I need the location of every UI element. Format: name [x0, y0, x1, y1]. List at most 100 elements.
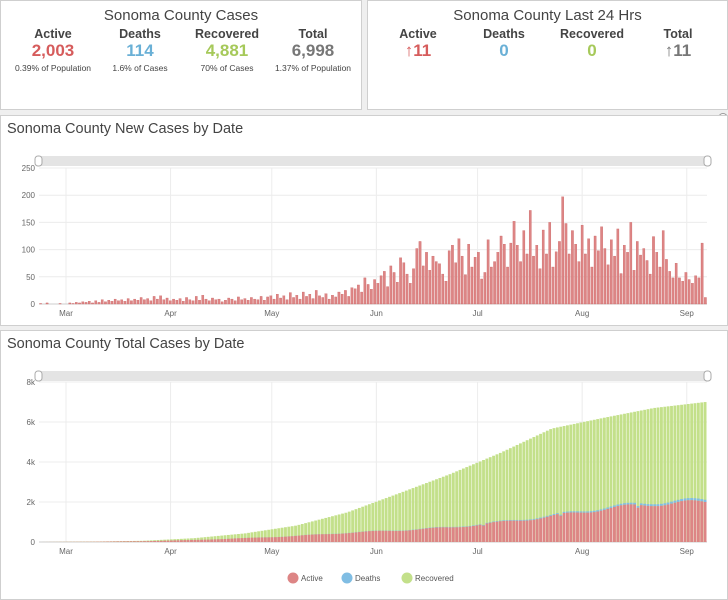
stat-total: Total 6,998 — [283, 27, 343, 60]
total-cases-bar-active — [233, 538, 237, 542]
total-cases-bar-active — [448, 527, 452, 542]
total-cases-bar-active — [519, 520, 522, 542]
stat-active: Active 2,003 — [23, 27, 83, 60]
new-cases-bar — [597, 250, 600, 305]
total-cases-bar-active — [270, 537, 274, 542]
new-cases-bar — [493, 261, 496, 305]
total-cases-bar-active — [398, 530, 402, 542]
total-cases-bar-recovered — [347, 511, 351, 542]
new-cases-bar — [694, 275, 697, 305]
total-cases-bar-active — [273, 537, 277, 542]
new-cases-bar — [162, 299, 166, 305]
new-cases-bar — [100, 299, 104, 305]
range-slider-handle-left[interactable] — [34, 370, 43, 382]
new-cases-bar — [123, 301, 127, 305]
last24-total-label: Total — [663, 27, 693, 41]
new-cases-bar — [136, 300, 140, 305]
new-cases-bar — [324, 293, 328, 305]
total-cases-y-tick: 2k — [27, 498, 36, 507]
new-cases-bar — [130, 300, 133, 305]
total-cases-bar-active — [166, 540, 170, 542]
total-cases-bar-deaths — [670, 501, 673, 504]
total-cases-bar-active — [468, 526, 472, 542]
total-cases-bar-deaths — [596, 510, 600, 512]
new-cases-bar — [509, 242, 513, 305]
total-cases-bar-active — [414, 529, 418, 542]
new-cases-bar — [538, 268, 542, 305]
new-cases-bar — [610, 239, 613, 305]
range-slider-handle-right[interactable] — [703, 370, 712, 382]
new-cases-bar — [165, 297, 169, 305]
total-cases-bar-recovered — [210, 536, 214, 542]
total-cases-bar-deaths — [696, 498, 700, 501]
new-cases-bar — [266, 296, 269, 305]
total-cases-bar-recovered — [394, 494, 398, 542]
total-cases-bar-recovered — [488, 457, 492, 542]
total-cases-chart: 0 2k 4k 6k 8k Mar Apr May Jun Jul Aug Sep Active Deat… — [27, 370, 712, 584]
last24-panel: Sonoma County Last 24 Hrs Active ↑11 Dea… — [367, 0, 728, 110]
new-cases-bar — [486, 239, 490, 305]
total-cases-bar-deaths — [485, 522, 489, 524]
new-cases-bar — [629, 222, 633, 305]
total-cases-bar-active — [478, 524, 482, 542]
range-slider-track — [35, 371, 711, 381]
total-cases-bar-active — [143, 541, 146, 542]
new-cases-bar — [639, 254, 642, 305]
new-cases-bar — [418, 241, 422, 305]
new-cases-bar — [584, 253, 587, 305]
range-slider-handle-right[interactable] — [703, 155, 712, 167]
total-cases-bar-recovered — [354, 509, 358, 542]
new-cases-bar — [149, 300, 153, 305]
new-cases-bar — [146, 298, 149, 305]
new-cases-bar — [635, 241, 639, 305]
new-cases-bar — [272, 298, 276, 305]
total-cases-bar-active — [435, 527, 438, 542]
total-cases-bar-recovered — [653, 407, 657, 542]
total-cases-bar-recovered — [445, 475, 449, 542]
total-cases-bar-recovered — [371, 503, 375, 542]
new-cases-bar — [305, 296, 308, 305]
new-cases-bar — [577, 261, 581, 305]
new-cases-bar — [558, 241, 561, 305]
new-cases-bar — [327, 298, 331, 305]
new-cases-bar — [490, 266, 493, 305]
new-cases-x-tick: May — [264, 309, 279, 318]
total-cases-bar-deaths — [599, 509, 603, 511]
total-cases-bar-active — [132, 541, 136, 542]
total-cases-bar-active — [210, 539, 214, 542]
total-cases-bar-recovered — [263, 530, 267, 542]
total-cases-bar-recovered — [465, 467, 469, 542]
new-cases-bar — [480, 278, 483, 305]
total-cases-bar-deaths — [649, 504, 653, 507]
total-cases-bar-deaths — [532, 518, 536, 520]
total-cases-bar-recovered — [314, 520, 318, 542]
total-cases-bar-deaths — [566, 511, 569, 513]
new-cases-bar — [678, 277, 681, 305]
new-cases-bar — [217, 298, 221, 305]
total-cases-bar-recovered — [502, 451, 506, 542]
range-slider-handle-left[interactable] — [34, 155, 43, 167]
total-cases-bar-recovered — [280, 527, 284, 542]
new-cases-bar — [528, 210, 532, 305]
total-cases-bar-active — [589, 512, 593, 542]
total-cases-bar-active — [347, 533, 351, 542]
new-cases-bar — [373, 279, 376, 305]
total-cases-bar-active — [371, 530, 375, 542]
total-cases-x-tick: Jul — [472, 547, 482, 556]
new-cases-bar — [58, 303, 62, 305]
total-cases-bar-recovered — [404, 490, 408, 542]
total-cases-bar-active — [673, 502, 677, 542]
total-cases-bar-active — [472, 525, 475, 542]
new-cases-x-tick: Sep — [680, 309, 695, 318]
new-cases-bar — [256, 299, 260, 305]
total-cases-bar-recovered — [522, 441, 526, 542]
new-cases-bar — [194, 296, 198, 305]
total-cases-bar-recovered — [223, 535, 227, 542]
total-cases-bar-recovered — [425, 483, 428, 542]
total-cases-bar-active — [126, 541, 130, 542]
new-cases-bar — [259, 296, 263, 305]
total-cases-bar-recovered — [364, 505, 368, 542]
new-cases-x-tick: Mar — [59, 309, 73, 318]
total-cases-bar-active — [240, 538, 244, 542]
total-cases-bar-active — [146, 541, 150, 542]
